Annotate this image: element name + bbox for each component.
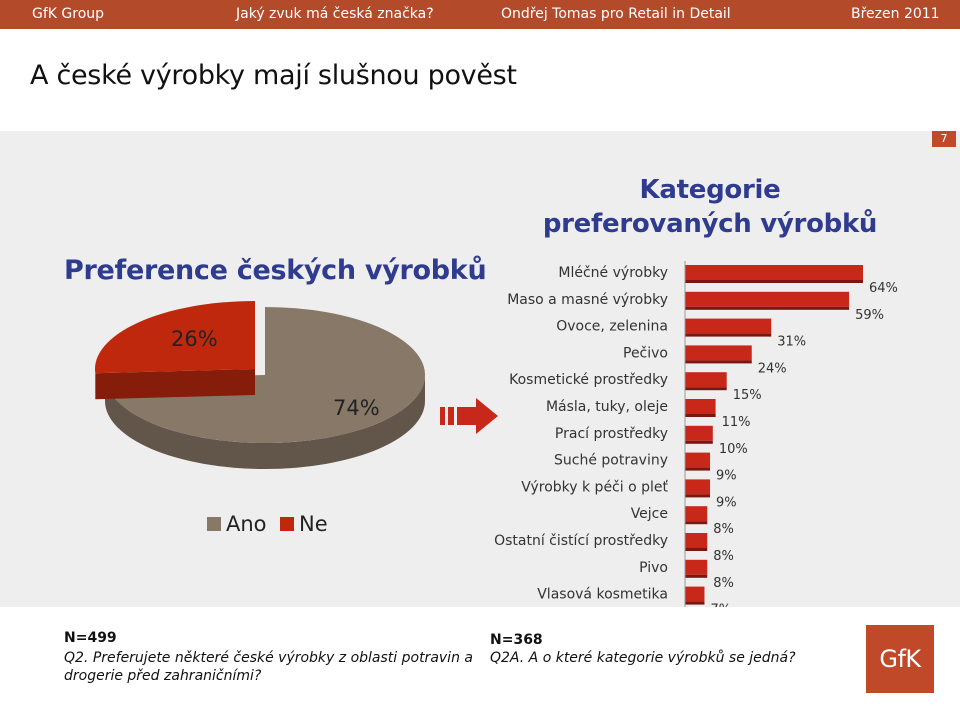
- bar-value-label: 64%: [869, 281, 898, 296]
- pie-side-ano: [105, 375, 425, 469]
- pie-slice-ne-group: [95, 301, 255, 400]
- bar-shadow: [685, 360, 752, 364]
- footer-right-n: N=368: [490, 632, 543, 648]
- pie-label-ne: 26%: [171, 327, 218, 351]
- bar-shadow: [685, 494, 711, 498]
- bar-shadow: [685, 467, 711, 471]
- bar-shadow: [685, 333, 772, 337]
- bar: [685, 506, 708, 522]
- bar-category-label: Vejce: [631, 506, 668, 522]
- bar-shadow: [685, 601, 705, 605]
- bar-category-label: Ovoce, zelenina: [556, 319, 668, 335]
- bar-shadow: [685, 414, 716, 417]
- bar-value-label: 9%: [716, 495, 737, 510]
- footer-right-question: Q2A. A o které kategorie výrobků se jedn…: [490, 650, 796, 666]
- bar-value-label: 15%: [733, 388, 762, 403]
- legend-label-ano: Ano: [226, 512, 267, 536]
- bar-category-label: Vlasová kosmetika: [537, 587, 668, 603]
- footer-left-n: N=499: [64, 630, 117, 646]
- bar-shadow: [685, 548, 708, 551]
- bar-chart: Mléčné výrobky 64% Maso a masné výrobky 59%…: [494, 261, 898, 607]
- header-company: GfK Group: [32, 6, 105, 22]
- pie-chart: [95, 301, 425, 469]
- bar-category-label: Másla, tuky, oleje: [546, 399, 668, 415]
- bar-value-label: 8%: [713, 522, 734, 537]
- bar: [685, 265, 863, 280]
- bar-shadow: [685, 387, 727, 391]
- gfk-logo: GfK: [866, 625, 934, 693]
- bar-heading-line1: Kategorie: [639, 175, 781, 205]
- pie-slice-ne: [95, 301, 255, 374]
- page-number: 7: [932, 131, 956, 147]
- bar-heading: Kategorie preferovaných výrobků: [500, 173, 920, 241]
- bar-value-label: 59%: [855, 308, 884, 323]
- bar-category-label: Suché potraviny: [554, 453, 668, 469]
- bar-value-label: 9%: [716, 469, 737, 484]
- bar: [685, 318, 772, 334]
- bar-shadow: [685, 574, 708, 578]
- bar-shadow: [685, 306, 850, 310]
- bar: [685, 533, 708, 548]
- bar: [685, 452, 711, 468]
- bar-value-label: 7%: [710, 603, 731, 607]
- bar-category-label: Kosmetické prostředky: [509, 372, 668, 388]
- bar: [685, 586, 705, 602]
- bar: [685, 345, 752, 361]
- pie-heading: Preference českých výrobků: [64, 255, 487, 286]
- bar-heading-line2: preferovaných výrobků: [542, 209, 878, 239]
- bar-value-label: 8%: [713, 576, 734, 591]
- bar-value-label: 11%: [722, 415, 751, 430]
- bar: [685, 291, 850, 307]
- bar-shadow: [685, 521, 708, 525]
- bar-value-label: 31%: [777, 335, 806, 350]
- bar-category-label: Výrobky k péči o pleť: [521, 479, 668, 495]
- bar-shadow: [685, 280, 863, 283]
- bar-category-label: Ostatní čistící prostředky: [494, 533, 668, 549]
- bar-category-label: Pečivo: [623, 345, 668, 361]
- bar-category-label: Mléčné výrobky: [558, 265, 668, 281]
- bar-value-label: 24%: [758, 361, 787, 376]
- bar-category-label: Maso a masné výrobky: [507, 292, 668, 308]
- arrow-icon: [440, 398, 498, 434]
- bar-shadow: [685, 440, 713, 444]
- legend-swatch-ano: [207, 517, 221, 531]
- pie-slice-ano: [105, 307, 425, 443]
- legend-swatch-ne: [280, 517, 294, 531]
- bar: [685, 425, 713, 441]
- bar: [685, 479, 711, 495]
- bar-value-label: 10%: [719, 442, 748, 457]
- header-subject: Jaký zvuk má česká značka?: [236, 6, 434, 22]
- bar: [685, 372, 727, 388]
- legend-label-ne: Ne: [299, 512, 328, 536]
- bar-value-label: 8%: [713, 549, 734, 564]
- bar-category-label: Prací prostředky: [555, 426, 668, 442]
- bar: [685, 399, 716, 414]
- bar-category-label: Pivo: [639, 560, 668, 576]
- slide-title: A české výrobky mají slušnou pověst: [30, 60, 517, 91]
- header-author: Ondřej Tomas pro Retail in Detail: [501, 6, 731, 22]
- pie-label-ano: 74%: [333, 396, 380, 420]
- bar: [685, 559, 708, 575]
- pie-side-ne: [95, 369, 255, 400]
- header-bar: GfK Group Jaký zvuk má česká značka? Ond…: [0, 0, 960, 29]
- footer-left-question-2: drogerie před zahraničními?: [64, 668, 262, 684]
- header-date: Březen 2011: [851, 6, 940, 22]
- footer-left-question-1: Q2. Preferujete některé české výrobky z …: [64, 650, 473, 666]
